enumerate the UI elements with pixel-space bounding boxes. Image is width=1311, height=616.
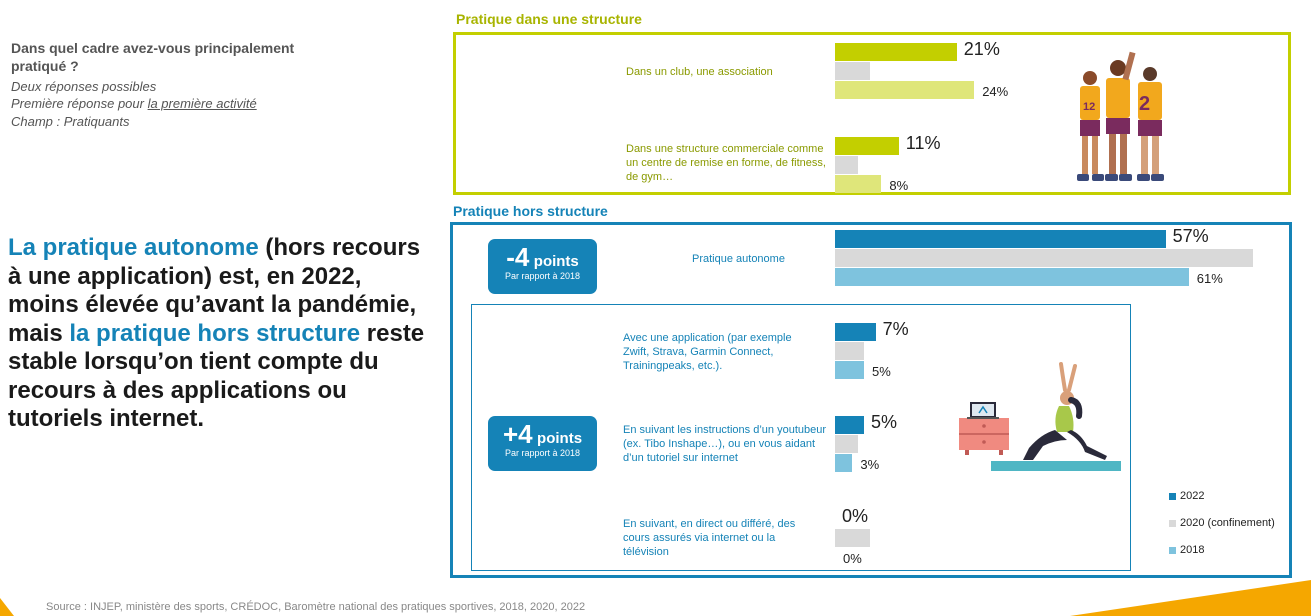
value-label-2018-0: 24% [982, 84, 1009, 99]
value-label-2022-2: 57% [1172, 226, 1209, 246]
bar-2020-2 [835, 249, 1253, 267]
bar-2022-3 [835, 323, 876, 341]
value-label-2022-3: 7% [882, 319, 909, 339]
headline-part4: reste stable lorsqu’on tient compte du r… [8, 319, 425, 433]
bar-2022-0 [835, 43, 957, 61]
badge-minus-4-unit: points [533, 253, 579, 270]
source-note: Source : INJEP, ministère des sports, CR… [46, 601, 586, 613]
bar-2022-1 [835, 137, 899, 155]
question-note-first-underlined: la première activité [147, 96, 257, 111]
category-label-autonome: Pratique autonome [692, 253, 785, 265]
bar-2020-1 [835, 156, 859, 174]
badge-minus-4-num: -4 [506, 242, 530, 272]
question-note-first: Première réponse pour la première activi… [11, 95, 257, 112]
legend-swatch-2020 [1169, 520, 1176, 527]
question-note-field: Champ : Pratiquants [11, 114, 130, 129]
badge-minus-4: -4 points Par rapport à 2018 [488, 239, 597, 294]
category-label-youtubeur: En suivant les instructions d’un youtube… [623, 424, 827, 464]
legend-label-2018: 2018 [1180, 544, 1205, 556]
bar-2018-0 [835, 81, 975, 99]
digital-subframe [471, 304, 1131, 571]
category-label-cours: En suivant, en direct ou différé, des co… [623, 518, 796, 558]
headline-part1: La pratique autonome [8, 234, 259, 261]
question-note-first-prefix: Première réponse pour [11, 96, 148, 111]
value-label-2022-0: 21% [963, 39, 1000, 59]
bar-2020-3 [835, 342, 864, 360]
bar-2022-2 [835, 230, 1166, 248]
bar-2018-3 [835, 361, 864, 379]
bar-2020-0 [835, 62, 870, 80]
svg-text:12: 12 [1083, 101, 1095, 113]
badge-plus-4-sub: Par rapport à 2018 [504, 448, 581, 458]
structure-frame [453, 32, 1291, 195]
yoga-laptop-illustration [959, 362, 1121, 471]
cabinet [959, 418, 1009, 455]
badge-plus-4-unit: points [537, 430, 583, 447]
value-label-2022-4: 5% [871, 412, 898, 432]
value-label-2018-2: 61% [1196, 271, 1223, 286]
badge-minus-4-sub: Par rapport à 2018 [504, 271, 581, 281]
player-left: 12 [1077, 71, 1104, 181]
value-label-2018-3: 5% [872, 364, 891, 379]
bar-2018-1 [835, 175, 882, 193]
headline: La pratique autonome (hors recours à une… [8, 234, 428, 434]
badge-plus-4-num: +4 [502, 419, 533, 449]
value-label-2018-4: 3% [860, 457, 880, 472]
category-label-application: Avec une application (par exemple Zwift,… [623, 332, 792, 372]
question-title: Dans quel cadre avez-vous principalement… [11, 40, 295, 74]
laptop-icon [967, 402, 999, 419]
legend-label-2022: 2022 [1180, 490, 1205, 502]
bar-2020-4 [835, 435, 859, 453]
yoga-person [1023, 362, 1107, 460]
section-hors-title: Pratique hors structure [453, 203, 608, 219]
yoga-mat [991, 461, 1121, 471]
bar-2020-5 [835, 529, 870, 547]
player-middle [1105, 51, 1136, 181]
bar-2018-2 [835, 268, 1189, 286]
headline-part3: la pratique hors structure [69, 319, 361, 347]
value-label-2022-5: 0% [842, 506, 869, 526]
value-label-2022-1: 11% [905, 133, 941, 153]
bar-2022-4 [835, 416, 864, 434]
football-players-illustration: 12 2 [1077, 51, 1164, 181]
player-right: 2 [1137, 67, 1164, 181]
value-label-2018-1: 8% [889, 178, 909, 193]
legend-label-2020: 2020 (confinement) [1180, 517, 1275, 529]
bar-2018-4 [835, 454, 853, 472]
legend-swatch-2018 [1169, 547, 1176, 554]
hors-structure-frame [450, 222, 1292, 578]
category-label-club: Dans un club, une association [626, 66, 773, 78]
question-note-responses: Deux réponses possibles [11, 79, 157, 94]
headline-part2: (hors recours à une application) est, en… [8, 234, 421, 347]
legend-swatch-2022 [1169, 493, 1176, 500]
badge-plus-4: +4 points Par rapport à 2018 [488, 416, 597, 471]
corner-accent-left [0, 598, 14, 616]
category-label-commercial: Dans une structure commerciale comme un … [626, 143, 826, 183]
section-structure-title: Pratique dans une structure [456, 11, 642, 27]
svg-text:2: 2 [1139, 93, 1150, 115]
corner-accent-right [1070, 580, 1311, 616]
value-label-2018-5: 0% [843, 551, 862, 566]
